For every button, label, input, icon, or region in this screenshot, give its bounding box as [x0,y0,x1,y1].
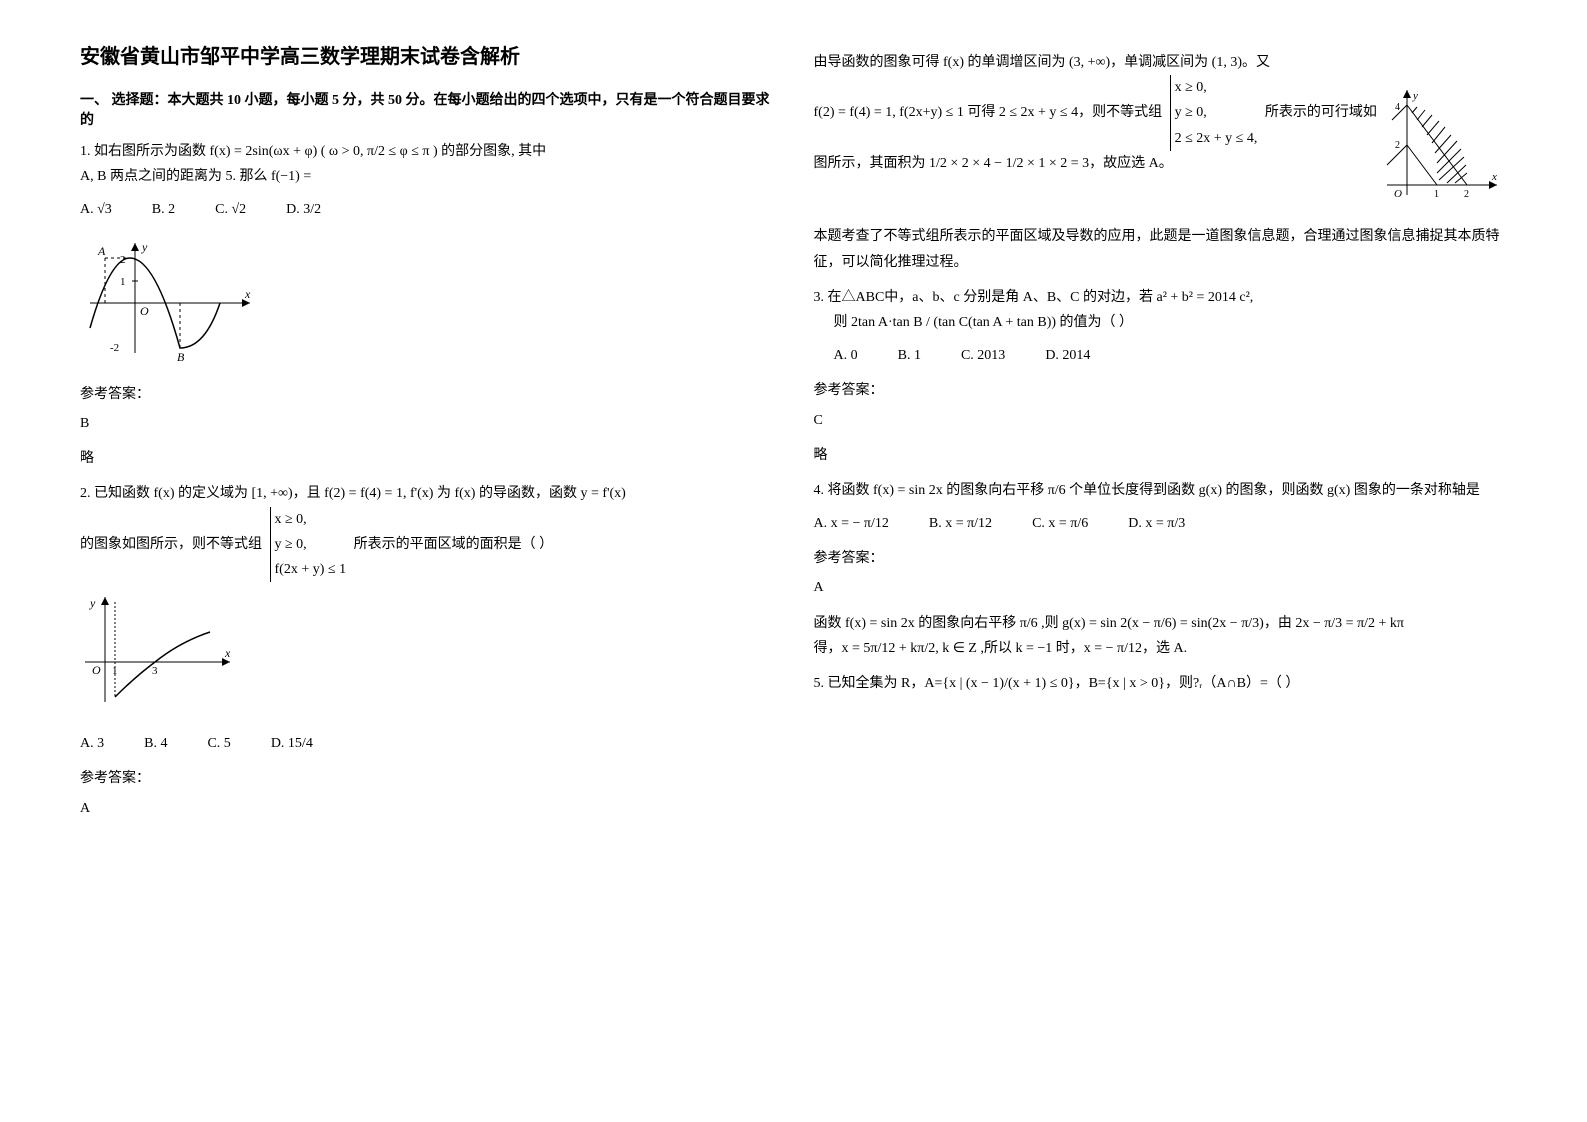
q1-answer2: 略 [80,446,774,471]
q5: 5. 已知全集为 R，A={x | (x − 1)/(x + 1) ≤ 0}，B… [814,671,1508,696]
q3-answer: C [814,408,1508,433]
q1-options: A. √3 B. 2 C. √2 D. 3/2 [80,197,774,222]
q2-optC: C. 5 [207,731,230,756]
label-y: y [141,240,148,254]
q3-text2: 则 2tan A·tan B / (tan C(tan A + tan B)) … [834,310,1508,335]
q3-optD: D. 2014 [1045,343,1090,368]
q4-optC: C. x = π/6 [1032,511,1088,536]
q4-answer-label: 参考答案： [814,546,1508,571]
q2-answer: A [80,796,774,821]
q1-diagram: A B 2 1 -2 O x y [80,233,774,372]
q2-options: A. 3 B. 4 C. 5 D. 15/4 [80,731,774,756]
q2exp-t1: 由导函数的图象可得 f(x) 的单调增区间为 (3, +∞)，单调减区间为 (1… [814,50,1508,75]
q4-text: 4. 将函数 f(x) = sin 2x 的图象向右平移 π/6 个单位长度得到… [814,478,1508,503]
svg3-x1: 1 [1434,189,1439,200]
q2-answer-label: 参考答案： [80,766,774,791]
q4-optA: A. x = − π/12 [814,511,889,536]
svg2-x1: 1 [112,665,118,677]
section1-heading: 一、 选择题：本大题共 10 小题，每小题 5 分，共 50 分。在每小题给出的… [80,89,774,129]
q4-exp2: 得，x = 5π/12 + kπ/2, k ∈ Z ,所以 k = −1 时，x… [814,636,1508,661]
svg3-x: x [1491,171,1497,183]
q2exp-t3: 所表示的可行域如 [1265,105,1377,120]
doc-title: 安徽省黄山市邹平中学高三数学理期末试卷含解析 [80,40,774,69]
svg3-y: y [1412,90,1418,102]
q1-answer: B [80,411,774,436]
q2exp-diagram: O 4 2 1 2 x y [1377,85,1507,214]
q4-optB: B. x = π/12 [929,511,992,536]
label-B: B [177,350,185,363]
q4-exp1: 函数 f(x) = sin 2x 的图象向右平移 π/6 ,则 g(x) = s… [814,611,1508,636]
y-1: 1 [120,276,126,288]
label-A: A [97,244,106,258]
svg3-y2: 2 [1395,140,1400,151]
q2-text: 2. 已知函数 f(x) 的定义域为 [1, +∞)，且 f(2) = f(4)… [80,486,626,501]
q4: 4. 将函数 f(x) = sin 2x 的图象向右平移 π/6 个单位长度得到… [814,478,1508,661]
q2-optB: B. 4 [144,731,167,756]
q5-text: 5. 已知全集为 R，A={x | (x − 1)/(x + 1) ≤ 0}，B… [814,671,1508,696]
q1-optA: A. √3 [80,197,112,222]
label-O: O [140,304,149,318]
q3-text: 3. 在△ABC中，a、b、c 分别是角 A、B、C 的对边，若 a² + b²… [814,285,1508,310]
q2-sys2: y ≥ 0, [275,532,347,557]
q2: 2. 已知函数 f(x) 的定义域为 [1, +∞)，且 f(2) = f(4)… [80,481,774,821]
q2exp-t2: f(2) = f(4) = 1, f(2x+y) ≤ 1 可得 2 ≤ 2x +… [814,105,1163,120]
q1-text: 1. 如右图所示为函数 f(x) = 2sin(ωx + φ) ( ω > 0,… [80,139,774,164]
q2exp-s1: x ≥ 0, [1175,75,1258,100]
q3-answer-label: 参考答案： [814,378,1508,403]
y-2: 2 [120,254,126,266]
q4-options: A. x = − π/12 B. x = π/12 C. x = π/6 D. … [814,511,1508,536]
q2-text3: 所表示的平面区域的面积是（ ） [354,537,554,552]
q2-sys3: f(2x + y) ≤ 1 [275,557,347,582]
svg2-O: O [92,663,101,677]
q2-optD: D. 15/4 [271,731,313,756]
y-neg2: -2 [110,342,119,354]
q3-options: A. 0 B. 1 C. 2013 D. 2014 [834,343,1508,368]
q4-optD: D. x = π/3 [1128,511,1185,536]
q1-optB: B. 2 [152,197,175,222]
q1-optC: C. √2 [215,197,246,222]
q3-optA: A. 0 [834,343,858,368]
svg2-x: x [224,646,231,660]
svg2-x3: 3 [152,665,158,677]
svg3-y4: 4 [1395,102,1400,113]
q3-optB: B. 1 [898,343,921,368]
q2-sys1: x ≥ 0, [275,507,347,532]
q4-answer: A [814,575,1508,600]
q1-answer-label: 参考答案： [80,382,774,407]
q3-answer2: 略 [814,443,1508,468]
q2exp-s3: 2 ≤ 2x + y ≤ 4, [1175,126,1258,151]
q2-diagram: O 1 3 x y [80,592,774,721]
q3-optC: C. 2013 [961,343,1005,368]
left-column: 安徽省黄山市邹平中学高三数学理期末试卷含解析 一、 选择题：本大题共 10 小题… [60,40,794,831]
q1-text2: A, B 两点之间的距离为 5. 那么 f(−1) = [80,164,774,189]
q2-explanation: 由导函数的图象可得 f(x) 的单调增区间为 (3, +∞)，单调减区间为 (1… [814,50,1508,275]
q2-text2: 的图象如图所示，则不等式组 [80,537,262,552]
right-column: 由导函数的图象可得 f(x) 的单调增区间为 (3, +∞)，单调减区间为 (1… [794,40,1528,831]
svg3-O: O [1394,188,1402,200]
q1: 1. 如右图所示为函数 f(x) = 2sin(ωx + φ) ( ω > 0,… [80,139,774,471]
q2exp-s2: y ≥ 0, [1175,100,1258,125]
svg2-y: y [89,596,96,610]
label-x: x [244,287,251,301]
q2exp-note: 本题考查了不等式组所表示的平面区域及导数的应用，此题是一道图象信息题，合理通过图… [814,224,1508,274]
q2-optA: A. 3 [80,731,104,756]
q2exp-t4: 图所示，其面积为 1/2 × 2 × 4 − 1/2 × 1 × 2 = 3，故… [814,151,1378,176]
svg3-x2: 2 [1464,189,1469,200]
q1-optD: D. 3/2 [286,197,321,222]
q3: 3. 在△ABC中，a、b、c 分别是角 A、B、C 的对边，若 a² + b²… [814,285,1508,468]
